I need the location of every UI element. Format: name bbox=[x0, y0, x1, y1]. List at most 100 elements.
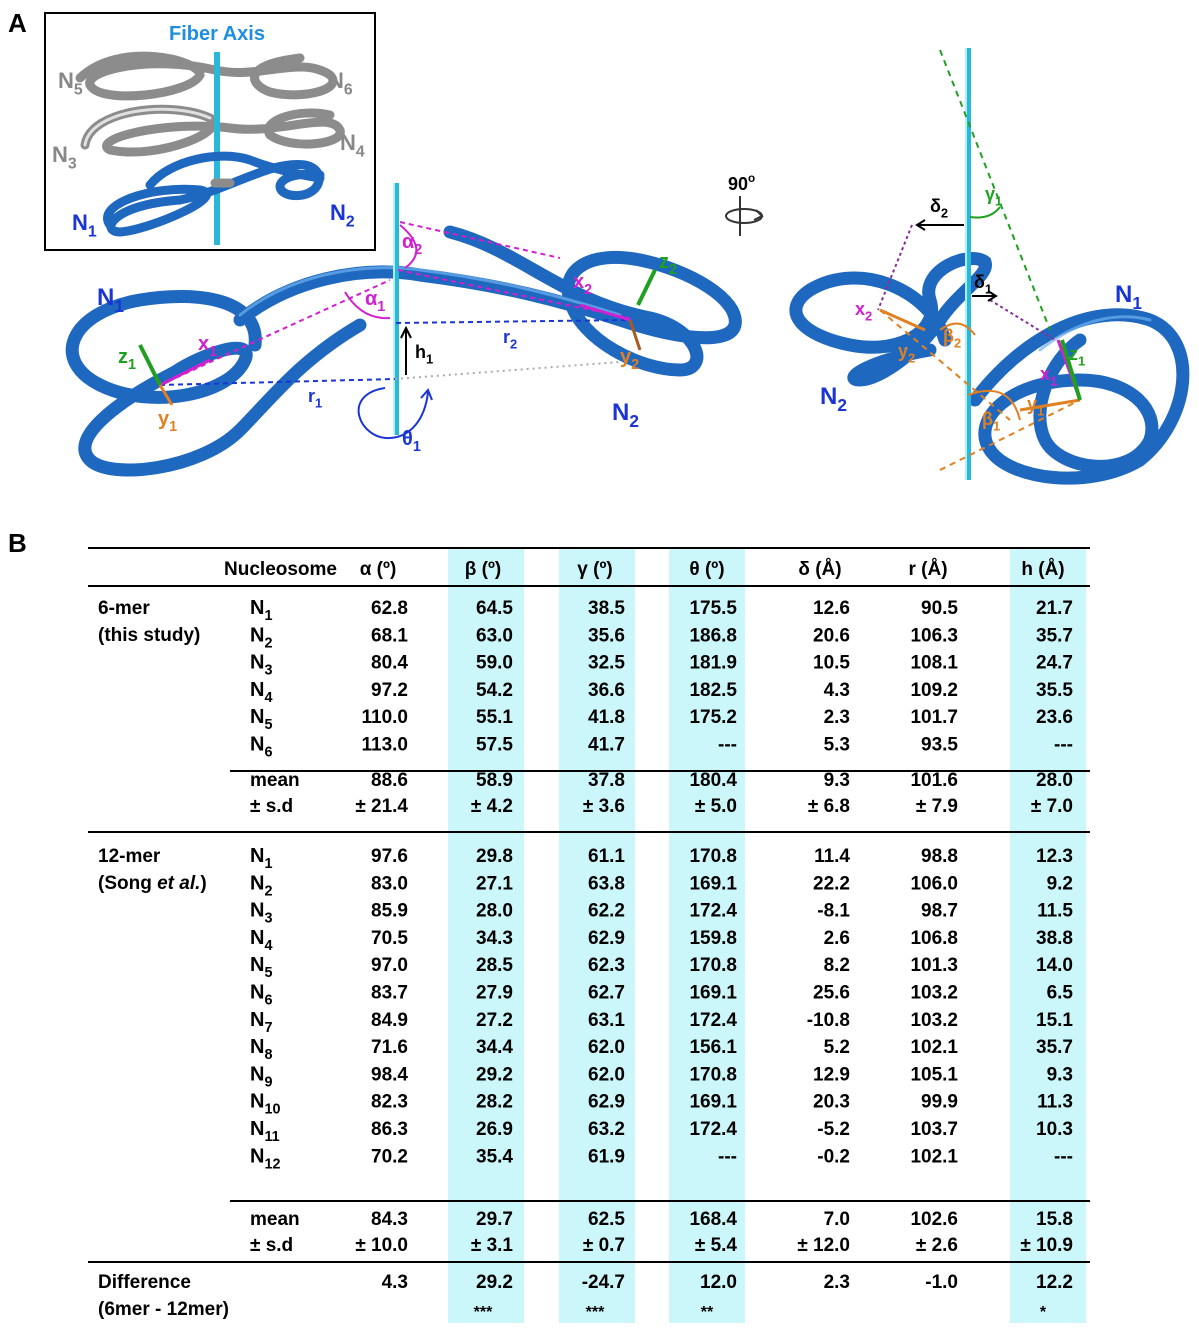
cell: 20.3 bbox=[813, 1092, 850, 1113]
cell: 106.0 bbox=[910, 873, 958, 894]
text-part: β bbox=[943, 326, 954, 346]
cell: 80.4 bbox=[371, 653, 408, 674]
text-part: x bbox=[198, 333, 209, 355]
cell: 28.0 bbox=[476, 901, 513, 922]
group-name: 12-mer bbox=[98, 846, 161, 867]
row-label: N9 bbox=[250, 1063, 272, 1090]
cell: 181.9 bbox=[689, 653, 737, 674]
text-part: 2 bbox=[954, 335, 961, 350]
text-part: 4 bbox=[264, 690, 272, 706]
text-part: N bbox=[97, 284, 114, 311]
cell: 105.1 bbox=[910, 1064, 958, 1085]
cell: 109.2 bbox=[910, 680, 958, 701]
text-part: 5 bbox=[264, 965, 272, 981]
cell: 101.7 bbox=[910, 707, 958, 728]
text-part: et al. bbox=[157, 873, 200, 894]
text-part: 1 bbox=[264, 856, 272, 872]
cell: 83.7 bbox=[371, 983, 408, 1004]
group-source: (this study) bbox=[98, 625, 200, 646]
row-label: ± s.d bbox=[250, 1235, 293, 1256]
cell: 108.1 bbox=[910, 653, 958, 674]
row-label: N8 bbox=[250, 1036, 272, 1063]
cell: 88.6 bbox=[371, 770, 408, 791]
column-header: γ (º) bbox=[577, 559, 612, 580]
diagram-label: α2 bbox=[402, 231, 422, 258]
text-part: N bbox=[250, 872, 264, 894]
diagram-label: N2 bbox=[612, 399, 639, 431]
text-part: N bbox=[250, 927, 264, 949]
cell: 12.0 bbox=[700, 1272, 737, 1293]
row-label: N5 bbox=[250, 954, 272, 981]
cell: 170.8 bbox=[689, 955, 737, 976]
cell: 38.5 bbox=[588, 598, 625, 619]
text-part: 1 bbox=[209, 344, 217, 360]
cell: ± 7.0 bbox=[1031, 796, 1073, 817]
cell: --- bbox=[1054, 1146, 1073, 1167]
column-header: h (Å) bbox=[1021, 559, 1064, 580]
text-part: (this study) bbox=[98, 625, 200, 646]
cell: 63.2 bbox=[588, 1119, 625, 1140]
cell: 97.0 bbox=[371, 955, 408, 976]
significance: * bbox=[1040, 1304, 1047, 1321]
rotation-icon bbox=[726, 196, 762, 236]
cell: 106.3 bbox=[910, 625, 958, 646]
cell: 169.1 bbox=[689, 983, 737, 1004]
cell: 41.7 bbox=[588, 735, 625, 756]
cell: 156.1 bbox=[689, 1037, 737, 1058]
cell: ± 0.7 bbox=[583, 1235, 625, 1256]
cell: 84.3 bbox=[371, 1209, 408, 1230]
text-part: x bbox=[1040, 364, 1050, 384]
row-label: ± s.d bbox=[250, 796, 293, 817]
cell: 175.5 bbox=[689, 598, 737, 619]
cell: 34.3 bbox=[476, 928, 513, 949]
text-part: 6 bbox=[264, 745, 272, 761]
cell: 24.7 bbox=[1036, 653, 1073, 674]
cell: 102.6 bbox=[910, 1209, 958, 1230]
diagram-label: r2 bbox=[503, 327, 517, 351]
cell: 10.5 bbox=[813, 653, 850, 674]
text-part: 12 bbox=[264, 1156, 280, 1172]
text-part: 3 bbox=[264, 911, 272, 927]
diagram-label: α1 bbox=[365, 288, 385, 315]
row-label: mean bbox=[250, 1209, 300, 1230]
cell: 98.4 bbox=[371, 1064, 408, 1085]
figure: AFiber AxisN5N6N3N4N1N2N1z1x1y1h1r1θ1α1α… bbox=[0, 0, 1199, 1323]
text-part: θ bbox=[402, 428, 413, 450]
row-label: N11 bbox=[250, 1118, 280, 1145]
cell: 169.1 bbox=[689, 1092, 737, 1113]
cell: 103.2 bbox=[910, 983, 958, 1004]
cell: 21.7 bbox=[1036, 598, 1073, 619]
row-label: N7 bbox=[250, 1009, 272, 1036]
text-part: α bbox=[365, 288, 378, 310]
cell: 2.6 bbox=[824, 928, 850, 949]
cell: 180.4 bbox=[689, 770, 737, 791]
diagram-label: δ1 bbox=[974, 272, 992, 296]
text-part: 2 bbox=[510, 336, 517, 351]
text-part: N bbox=[250, 597, 264, 619]
text-part: 7 bbox=[264, 1020, 272, 1036]
cell: 168.4 bbox=[689, 1209, 737, 1230]
row-label: N1 bbox=[250, 597, 272, 624]
cell: ± 5.0 bbox=[695, 796, 737, 817]
cell: -10.8 bbox=[807, 1010, 850, 1031]
cell: 32.5 bbox=[588, 653, 625, 674]
cell: 172.4 bbox=[689, 1010, 737, 1031]
cell: 29.8 bbox=[476, 846, 513, 867]
cell: 28.5 bbox=[476, 955, 513, 976]
cell: 63.1 bbox=[588, 1010, 625, 1031]
panel-label: A bbox=[8, 8, 27, 38]
text-part: r bbox=[308, 386, 315, 406]
cell: 41.8 bbox=[588, 707, 625, 728]
text-part: z bbox=[659, 251, 669, 273]
text-part: y bbox=[1027, 394, 1037, 414]
cell: ± 3.1 bbox=[471, 1235, 514, 1256]
cell: 9.2 bbox=[1047, 873, 1073, 894]
cell: 29.7 bbox=[476, 1209, 513, 1230]
significance: *** bbox=[474, 1304, 493, 1321]
cell: 25.6 bbox=[813, 983, 850, 1004]
row-label: N10 bbox=[250, 1091, 280, 1118]
row-label: N4 bbox=[250, 927, 272, 954]
cell: 62.7 bbox=[588, 983, 625, 1004]
cell: --- bbox=[718, 1146, 737, 1167]
cell: 82.3 bbox=[371, 1092, 408, 1113]
